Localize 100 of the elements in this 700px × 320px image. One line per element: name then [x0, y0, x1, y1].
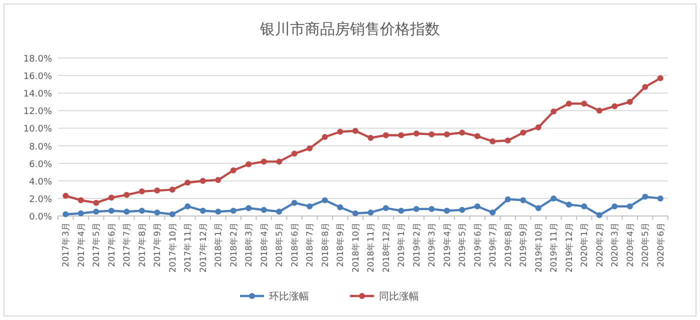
point: [62, 192, 69, 199]
point: [154, 209, 160, 216]
point: [428, 131, 435, 138]
point: [352, 210, 358, 216]
x-tick-label: 2017年11月: [182, 222, 194, 272]
point: [535, 124, 542, 130]
point: [352, 128, 358, 134]
x-tick-label: 2019年11月: [548, 222, 560, 272]
point: [382, 205, 389, 212]
point: [260, 206, 267, 213]
point: [337, 204, 344, 210]
point: [78, 210, 84, 216]
point: [612, 103, 618, 110]
x-tick-label: 2020年6月: [655, 222, 666, 268]
x-tick-label: 2019年1月: [396, 222, 408, 268]
point: [138, 208, 145, 214]
point: [62, 211, 69, 218]
point: [459, 130, 466, 136]
x-tick-label: 2017年4月: [76, 222, 87, 268]
point: [642, 194, 648, 200]
point: [626, 98, 633, 105]
point: [657, 75, 664, 82]
point: [459, 206, 466, 213]
x-tick-label: 2018年8月: [320, 222, 331, 268]
x-tick-label: 2019年5月: [457, 222, 468, 268]
point: [124, 192, 130, 198]
x-tick-label: 2018年4月: [258, 222, 270, 268]
point: [398, 132, 404, 138]
point: [306, 145, 313, 152]
x-tick-label: 2019年7月: [488, 222, 499, 268]
x-tick-label: 2017年10月: [167, 222, 178, 272]
y-tick-label: 6.0%: [29, 160, 52, 170]
point: [230, 167, 236, 174]
point: [215, 177, 222, 184]
point: [596, 108, 602, 114]
x-tick-label: 2018年1月: [213, 222, 224, 268]
y-tick-label: 16.0%: [23, 72, 52, 82]
point: [124, 208, 130, 215]
point: [108, 194, 114, 201]
point: [291, 150, 298, 157]
point: [504, 138, 511, 144]
x-tick-label: 2020年5月: [640, 222, 652, 268]
point: [474, 203, 480, 210]
point: [154, 188, 160, 194]
y-tick-label: 10.0%: [23, 124, 52, 135]
y-tick-label: 14.0%: [23, 90, 52, 100]
point: [93, 200, 100, 206]
point: [260, 158, 267, 165]
x-tick-label: 2018年10月: [350, 222, 362, 272]
point: [550, 108, 557, 115]
x-tick-label: 2018年3月: [244, 222, 255, 268]
y-tick-label: 8.0%: [29, 142, 52, 152]
point: [550, 195, 557, 202]
x-tick-label: 2020年1月: [579, 222, 590, 268]
x-tick-label: 2019年4月: [442, 222, 453, 268]
point: [474, 133, 480, 140]
x-tick-label: 2020年2月: [594, 222, 606, 268]
x-tick-label: 2019年2月: [411, 222, 422, 268]
legend-label: 环比涨幅: [269, 290, 309, 302]
x-tick-label: 2018年6月: [289, 222, 300, 268]
point: [337, 128, 344, 135]
x-tick-label: 2017年8月: [136, 222, 148, 268]
x-tick-label: 2019年3月: [426, 222, 438, 268]
y-tick-label: 4.0%: [29, 177, 52, 188]
point: [230, 208, 236, 214]
point: [306, 203, 313, 210]
x-tick-label: 2017年6月: [106, 222, 118, 268]
point: [444, 131, 450, 138]
point: [612, 203, 618, 210]
legend-label: 同比涨幅: [379, 290, 419, 302]
point: [520, 130, 526, 136]
x-tick-label: 2019年12月: [564, 222, 575, 272]
x-tick-label: 2017年5月: [91, 222, 102, 268]
point: [200, 208, 206, 214]
x-tick-label: 2018年11月: [366, 222, 377, 272]
point: [626, 203, 633, 210]
point: [368, 209, 374, 216]
x-tick-label: 2017年9月: [152, 222, 164, 268]
chart-title: 银川市商品房销售价格指数: [259, 20, 440, 38]
point: [93, 208, 100, 215]
point: [184, 180, 191, 186]
x-tick-label: 2017年3月: [60, 222, 72, 268]
point: [368, 134, 374, 141]
x-tick-label: 2017年12月: [198, 222, 209, 272]
point: [596, 212, 602, 218]
x-tick-label: 2019年9月: [518, 222, 530, 268]
point: [413, 130, 420, 136]
y-tick-label: 2.0%: [29, 194, 52, 205]
point: [490, 209, 496, 216]
point: [566, 100, 572, 107]
y-tick-label: 12.0%: [23, 107, 52, 118]
point: [413, 206, 420, 212]
point: [428, 206, 435, 212]
point: [322, 134, 328, 140]
point: [520, 197, 526, 204]
point: [566, 202, 572, 208]
x-tick-label: 2017年7月: [122, 222, 133, 268]
y-tick-label: 0.0%: [29, 212, 52, 222]
point: [398, 208, 404, 214]
x-tick-label: 2018年2月: [228, 222, 240, 268]
